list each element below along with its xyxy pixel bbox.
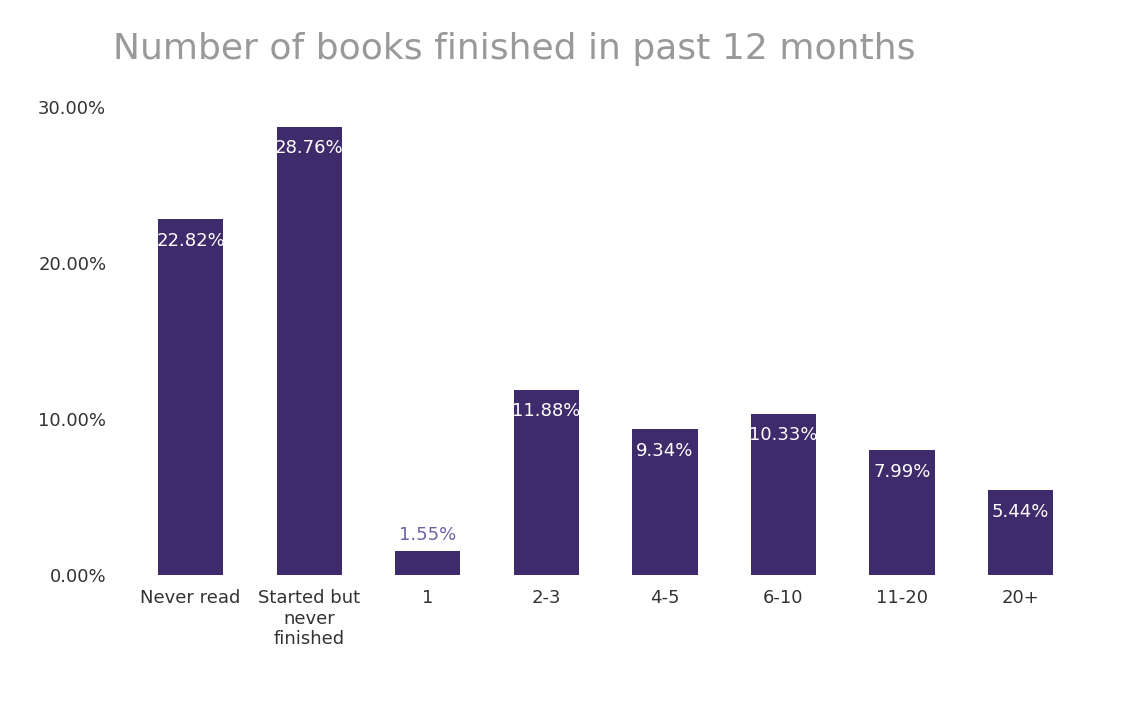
Text: 11.88%: 11.88% bbox=[512, 402, 581, 420]
Text: 9.34%: 9.34% bbox=[636, 442, 694, 460]
Text: Number of books finished in past 12 months: Number of books finished in past 12 mont… bbox=[113, 32, 916, 66]
Bar bbox=[869, 450, 935, 575]
Text: 1.55%: 1.55% bbox=[400, 526, 456, 545]
Bar bbox=[751, 414, 816, 575]
Text: 10.33%: 10.33% bbox=[749, 426, 817, 444]
Bar bbox=[988, 490, 1053, 575]
Bar bbox=[514, 390, 578, 575]
Text: 5.44%: 5.44% bbox=[992, 503, 1049, 521]
Bar bbox=[633, 429, 697, 575]
Bar bbox=[395, 551, 461, 575]
Bar bbox=[158, 219, 223, 575]
Text: 22.82%: 22.82% bbox=[156, 232, 225, 250]
Text: 7.99%: 7.99% bbox=[874, 463, 931, 481]
Text: 28.76%: 28.76% bbox=[275, 139, 343, 157]
Bar bbox=[276, 127, 342, 575]
